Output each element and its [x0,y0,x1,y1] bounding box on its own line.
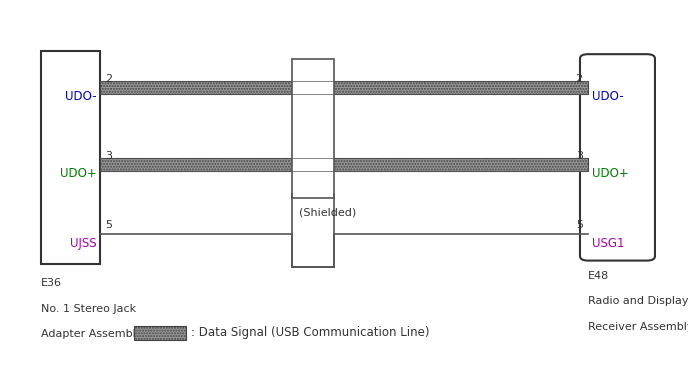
Text: 5: 5 [576,220,583,230]
Bar [292,59,334,198]
Text: UDO+: UDO+ [60,167,96,180]
Text: 5: 5 [105,220,112,230]
Bar [100,82,588,94]
Text: UDO-: UDO- [592,90,623,104]
Text: 2: 2 [105,74,112,84]
Text: Receiver Assembly: Receiver Assembly [588,322,688,332]
Text: UDO-: UDO- [65,90,96,104]
Text: UJSS: UJSS [69,237,96,250]
Bar [134,326,186,340]
Bar [100,158,588,171]
Text: Radio and Display: Radio and Display [588,296,688,306]
Text: Adapter Assembly: Adapter Assembly [41,329,142,339]
Bar [41,51,100,264]
Text: 3: 3 [105,150,112,161]
Text: USG1: USG1 [592,237,624,250]
Bar [134,326,186,340]
FancyBboxPatch shape [580,54,655,261]
Bar [100,158,588,171]
Text: 3: 3 [576,150,583,161]
Text: No. 1 Stereo Jack: No. 1 Stereo Jack [41,304,136,314]
Text: 2: 2 [576,74,583,84]
Text: E48: E48 [588,271,610,281]
Text: UDO+: UDO+ [592,167,628,180]
Text: (Shielded): (Shielded) [299,207,356,217]
Text: : Data Signal (USB Communication Line): : Data Signal (USB Communication Line) [191,326,430,339]
Text: E36: E36 [41,278,63,288]
Bar [100,82,588,94]
